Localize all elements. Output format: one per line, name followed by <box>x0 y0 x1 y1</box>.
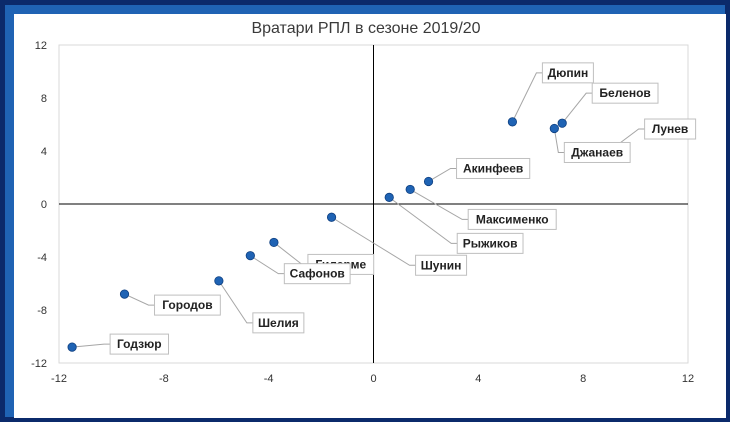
y-tick-label: 4 <box>41 146 47 158</box>
leader-line <box>511 72 543 123</box>
x-tick-label: 4 <box>475 373 481 385</box>
data-label-box <box>415 254 468 276</box>
data-label: Сафонов <box>290 267 345 281</box>
data-labels: Дюпин Беленов Джанаев Лунев Акинфеев Максимен… <box>109 62 697 355</box>
leader-line <box>250 255 285 275</box>
data-points <box>67 117 620 352</box>
data-point <box>507 117 518 127</box>
leader-line <box>561 92 593 124</box>
data-label-box <box>456 157 531 179</box>
y-tick-label: 0 <box>41 199 47 211</box>
data-point <box>557 118 567 128</box>
data-label-box <box>456 232 524 254</box>
data-label-box <box>644 118 697 140</box>
data-point <box>423 176 434 187</box>
x-tick-label: -12 <box>51 373 67 385</box>
axes: -12 -8 -4 0 4 8 12 12 8 4 0 -4 -8 -12 <box>31 40 694 385</box>
data-label: Дюпин <box>548 66 589 80</box>
leader-line <box>72 343 111 348</box>
leader-line <box>614 128 645 148</box>
x-tick-label: 0 <box>370 373 376 385</box>
data-point <box>549 123 559 134</box>
y-tick-label: 12 <box>35 40 47 52</box>
data-label: Лунев <box>652 122 688 136</box>
data-label-box <box>109 333 170 355</box>
data-point <box>67 342 77 352</box>
data-label-box <box>252 312 305 334</box>
data-point <box>326 212 337 222</box>
leader-line <box>409 188 469 220</box>
data-label-box <box>563 141 631 163</box>
leader-line <box>124 293 155 306</box>
leader-line <box>553 128 565 153</box>
data-label-box <box>467 208 557 230</box>
leader-line <box>218 280 253 324</box>
x-tick-label: -8 <box>159 373 169 385</box>
data-label: Беленов <box>599 86 650 100</box>
data-point <box>269 237 279 248</box>
data-label: Шелия <box>258 316 299 330</box>
x-tick-label: 12 <box>682 373 694 385</box>
data-label: Максименко <box>476 212 549 226</box>
y-tick-label: -4 <box>37 252 47 264</box>
data-label-box <box>283 263 351 285</box>
data-point <box>214 276 224 286</box>
x-tick-label: -4 <box>264 373 274 385</box>
data-label: Джанаев <box>571 145 623 159</box>
data-label: Акинфеев <box>463 161 523 175</box>
data-label-box <box>541 62 594 84</box>
data-point <box>384 192 394 202</box>
data-point <box>119 289 130 299</box>
data-label-box <box>154 294 221 316</box>
leader-line <box>331 216 416 266</box>
y-tick-label: 8 <box>41 93 47 105</box>
y-tick-label: -12 <box>31 358 47 370</box>
data-label-box <box>591 82 659 104</box>
data-point <box>405 184 415 195</box>
leader-line <box>388 196 458 244</box>
data-label: Годзюр <box>117 337 162 351</box>
leader-line <box>273 242 308 265</box>
leader-line <box>428 167 457 182</box>
data-point <box>245 251 255 261</box>
x-tick-label: 8 <box>580 373 586 385</box>
data-label: Шунин <box>421 258 462 272</box>
chart-title: Вратари РПЛ в сезоне 2019/20 <box>251 20 480 37</box>
data-label: Городов <box>162 298 212 312</box>
leader-lines <box>72 72 645 348</box>
data-label: Рыжиков <box>463 236 518 250</box>
y-tick-label: -8 <box>37 305 47 317</box>
